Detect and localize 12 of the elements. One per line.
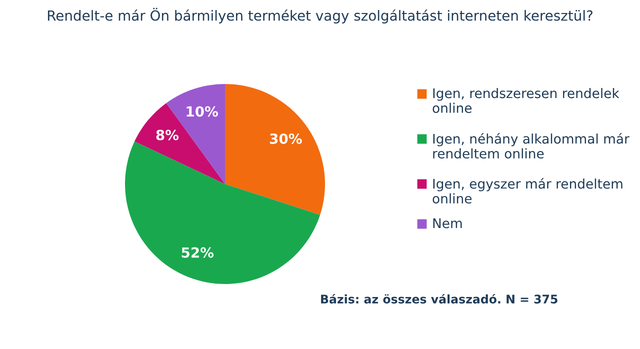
legend-label: Nem (433, 218, 462, 228)
pie-slice (225, 84, 325, 215)
chart-title: Rendelt-e már Ön bármilyen terméket vagy szolgáltatást interneten keresztül? (48, 8, 592, 24)
text: Bázis: az összes válaszadó. N = 375 (321, 294, 558, 304)
data-label: 10% (186, 106, 218, 117)
data-label: 8% (156, 130, 179, 140)
legend-label: Igen, néhány alkalommal már rendeltem online (433, 133, 630, 159)
legend-label: Igen, rendszeresen rendelek online (432, 88, 620, 113)
data-label: 52% (182, 247, 214, 258)
pie-slice (134, 103, 225, 184)
data-label: 30% (270, 133, 302, 144)
legend-label: Igen, egyszer már rendeltem online (432, 178, 622, 204)
